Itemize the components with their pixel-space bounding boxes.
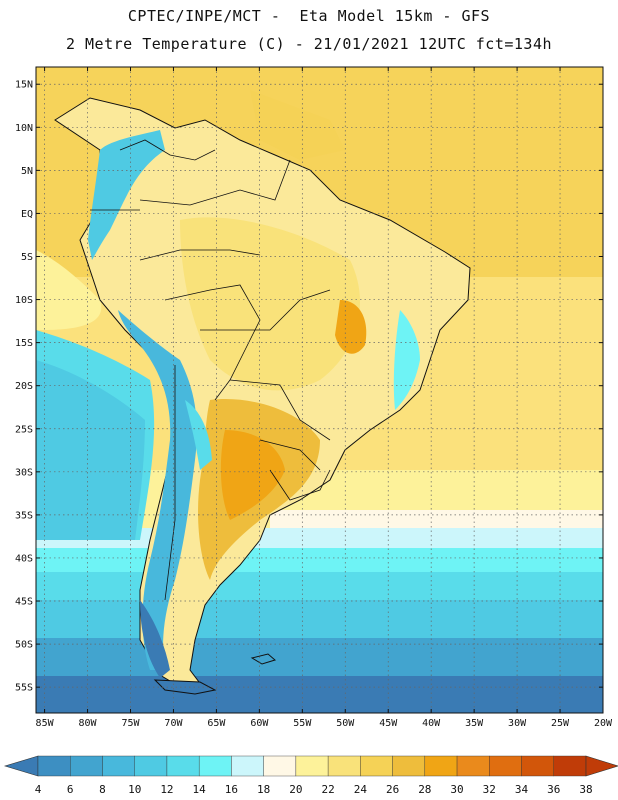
lat-tick-label: 20S <box>15 381 33 392</box>
lon-tick-label: 70W <box>164 718 183 729</box>
colorbar-label: 6 <box>67 783 74 796</box>
lon-tick-label: 25W <box>551 718 570 729</box>
colorbar-label: 22 <box>321 783 334 796</box>
central-andes-cold <box>118 310 197 670</box>
colorbar-bin <box>521 755 554 777</box>
amazon-warm-region <box>180 217 360 391</box>
chart-title-line-1: CPTEC/INPE/MCT - Eta Model 15km - GFS <box>127 7 491 25</box>
altiplano-cold <box>185 400 212 470</box>
colorbar-label: 38 <box>579 783 592 796</box>
lat-tick-label: 45S <box>15 597 33 608</box>
colorbar-bin <box>231 755 264 777</box>
northern-andes-cold <box>88 130 165 260</box>
colorbar-label: 8 <box>99 783 106 796</box>
temperature-field <box>36 67 603 713</box>
colorbar-bin <box>295 755 329 777</box>
colorbar-label: 34 <box>515 783 529 796</box>
lat-tick-label: 10S <box>15 295 33 306</box>
colorbar-label: 30 <box>450 783 463 796</box>
colorbar-bin <box>327 755 361 777</box>
chart-title-line-2: 2 Metre Temperature (C) - 21/01/2021 12U… <box>65 35 553 53</box>
colorbar-label: 24 <box>354 783 368 796</box>
colorbar-label: 14 <box>193 783 207 796</box>
colorbar-bin <box>166 755 200 777</box>
lat-tick-label: 55S <box>15 683 33 694</box>
lat-tick-label: 30S <box>15 467 33 478</box>
lon-tick-label: 65W <box>207 718 226 729</box>
lon-tick-label: 20W <box>594 718 613 729</box>
ocean-band-cyan <box>36 548 603 573</box>
colorbar-bin <box>70 755 103 777</box>
ocean-band-sky <box>36 600 603 640</box>
colorbar-label: 10 <box>128 783 141 796</box>
colorbar-bin <box>360 755 393 777</box>
lon-tick-label: 80W <box>79 718 98 729</box>
ocean-band-turquoise <box>36 572 603 602</box>
pacific-cold-water <box>36 360 145 540</box>
colorbar-bin <box>456 755 490 777</box>
pacific-pale-water <box>36 250 102 330</box>
lon-tick-label: 50W <box>336 718 355 729</box>
colorbar-bin <box>424 755 458 777</box>
lon-tick-label: 30W <box>508 718 527 729</box>
colorbar-bin <box>134 755 168 777</box>
lat-tick-label: 50S <box>15 640 33 651</box>
colorbar-arrow-high <box>585 755 618 777</box>
patagonia-andes-cold <box>140 600 170 678</box>
colorbar-label: 36 <box>547 783 560 796</box>
colorbar-bin <box>37 755 71 777</box>
lat-tick-label: 5S <box>21 252 33 263</box>
colorbar-label: 12 <box>160 783 173 796</box>
colorbar-label: 20 <box>289 783 302 796</box>
pampas-hot-core <box>220 430 285 520</box>
colorbar-bin <box>102 755 135 777</box>
colorbar-label: 4 <box>35 783 42 796</box>
map-grid <box>36 67 604 713</box>
colorbar-bin <box>553 755 587 777</box>
lat-tick-label: 10N <box>15 123 33 134</box>
lon-tick-label: 40W <box>422 718 441 729</box>
lat-tick-label: 15S <box>15 338 33 349</box>
colorbar-bin <box>263 755 297 777</box>
lat-tick-label: 25S <box>15 424 33 435</box>
lat-tick-label: EQ <box>21 209 33 220</box>
lon-tick-label: 45W <box>379 718 398 729</box>
colorbar-bin <box>392 755 426 777</box>
guiana-warm-region <box>250 90 345 160</box>
lon-tick-label: 35W <box>465 718 484 729</box>
colorbar-bin <box>198 755 232 777</box>
colorbar-arrow-low <box>3 755 39 777</box>
lat-tick-label: 5N <box>21 166 33 177</box>
colorbar-label: 32 <box>483 783 496 796</box>
colorbar-label: 26 <box>386 783 399 796</box>
lat-tick-label: 35S <box>15 510 33 521</box>
falkland-islands <box>250 653 277 665</box>
lon-tick-label: 60W <box>250 718 269 729</box>
colorbar-label: 16 <box>225 783 238 796</box>
lat-tick-label: 40S <box>15 553 33 564</box>
map-frame <box>35 66 604 714</box>
brazil-hot-spot <box>335 300 367 354</box>
colorbar-label: 18 <box>257 783 270 796</box>
lon-tick-label: 55W <box>293 718 312 729</box>
lon-tick-label: 75W <box>121 718 140 729</box>
colorbar-bin <box>489 755 522 777</box>
lon-tick-label: 85W <box>36 718 55 729</box>
ocean-band-deep-blue <box>36 676 603 713</box>
colorbar-label: 28 <box>418 783 431 796</box>
lat-tick-label: 15N <box>15 80 33 91</box>
colorbar: 4 6 8 10 12 14 16 18 20 22 24 26 28 30 32 34 36 38 <box>3 755 618 796</box>
axis-ticks: 15N 10N 5N EQ 5S 10S 15S 20S 25S 30S 35S 40S 45S 50S 5… <box>15 67 613 729</box>
brazil-highlands-cool <box>393 310 420 410</box>
